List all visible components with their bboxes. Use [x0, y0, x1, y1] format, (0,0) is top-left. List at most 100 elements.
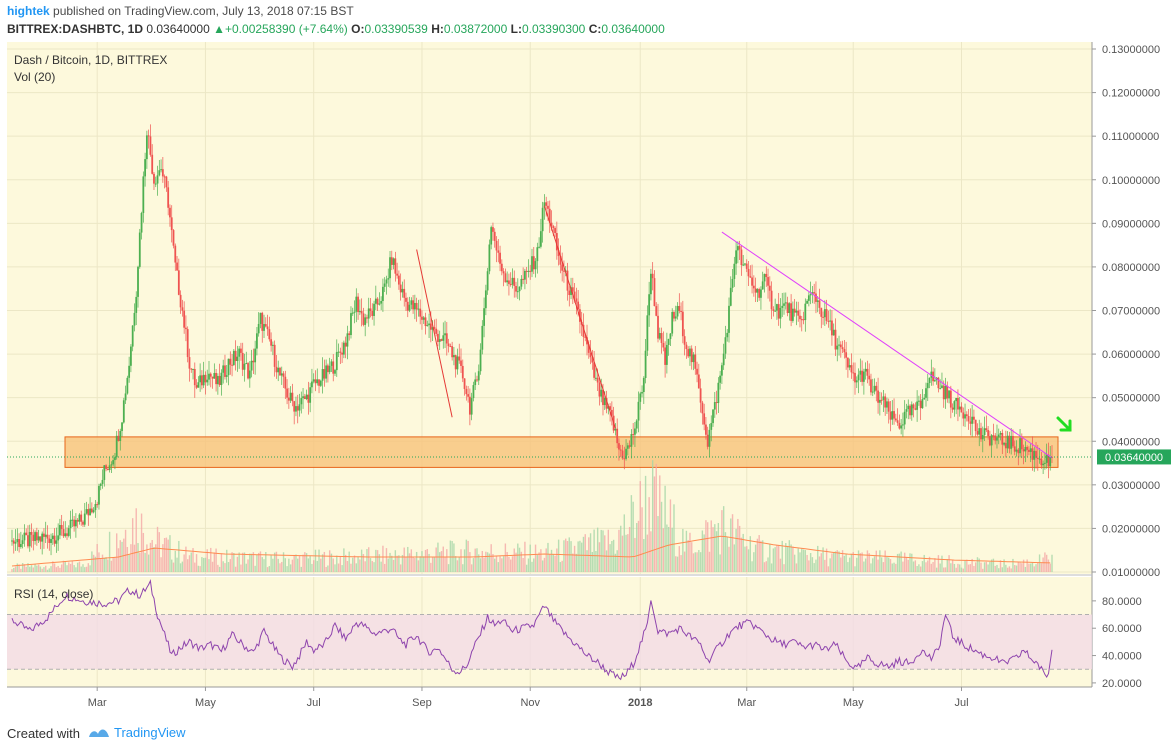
- volume-bar: [231, 552, 233, 572]
- candle-body: [470, 398, 473, 415]
- tradingview-link[interactable]: TradingView: [88, 725, 186, 741]
- candle-body: [740, 249, 743, 266]
- time-axis[interactable]: Mar May Jul Sep Nov 2018 Mar May Jul: [7, 686, 1092, 709]
- volume-bar: [882, 562, 885, 572]
- volume-bar: [417, 560, 420, 572]
- candle-body: [953, 401, 956, 410]
- candle-body: [1024, 446, 1027, 452]
- candle-body: [92, 510, 95, 513]
- candle-body: [51, 535, 54, 540]
- candle-body: [1010, 435, 1013, 449]
- candle-body: [153, 173, 155, 184]
- volume-bar: [999, 560, 1002, 572]
- candle-body: [380, 300, 383, 304]
- candle-body: [128, 365, 131, 378]
- candle-body: [508, 280, 510, 284]
- rsi-tick-label: 60.0000: [1102, 623, 1142, 635]
- volume-bar: [609, 544, 611, 572]
- candle-body: [1017, 449, 1020, 454]
- volume-bar: [131, 518, 134, 572]
- candle-body: [415, 302, 418, 310]
- candle-body: [348, 333, 351, 336]
- candle-body: [557, 250, 560, 257]
- volume-bar: [1003, 559, 1005, 572]
- candle-body: [550, 222, 553, 227]
- volume-bar: [614, 553, 617, 572]
- volume-bar: [1014, 565, 1016, 572]
- candle-body: [346, 333, 349, 347]
- open-value: 0.03390539: [364, 22, 428, 36]
- volume-bar: [105, 557, 107, 572]
- volume-bar: [722, 506, 725, 572]
- chart-canvas[interactable]: 0.13000000 0.12000000 0.11000000 0.10000000…: [0, 42, 1176, 715]
- volume-bar: [1035, 564, 1037, 572]
- candle-body: [712, 409, 714, 424]
- volume-bar: [252, 552, 255, 572]
- volume-bar: [142, 532, 145, 572]
- volume-bar: [439, 552, 441, 572]
- volume-bar: [1019, 562, 1021, 572]
- volume-bar: [1031, 562, 1034, 572]
- candle-body: [385, 279, 388, 284]
- volume-bar: [788, 540, 791, 572]
- trend-lines[interactable]: [416, 205, 1053, 459]
- volume-bar: [540, 549, 542, 572]
- volume-bar: [648, 497, 650, 572]
- candle-body: [518, 286, 521, 292]
- volume-bar: [171, 559, 173, 572]
- candle-body: [456, 356, 459, 370]
- volume-bar: [653, 476, 656, 572]
- volume-bar: [1015, 565, 1018, 572]
- volume-bar: [1001, 567, 1004, 572]
- volume-bar: [907, 559, 909, 572]
- candle-body: [1045, 454, 1048, 463]
- volume-bar: [327, 565, 329, 572]
- candle-body: [648, 294, 651, 316]
- price-pane-background: [7, 42, 1092, 574]
- volume-bar: [735, 528, 737, 572]
- candle-body: [996, 437, 998, 441]
- author-link[interactable]: hightek: [7, 4, 50, 18]
- rsi-axis[interactable]: 80.0000 60.0000 40.0000 20.0000: [1092, 596, 1142, 690]
- volume-bar: [994, 565, 996, 572]
- candle-body: [637, 401, 640, 421]
- volume-bar: [14, 566, 17, 572]
- volume-bar: [873, 556, 876, 572]
- candle-body: [266, 326, 269, 330]
- candle-body: [827, 320, 830, 322]
- volume-bar: [856, 557, 858, 572]
- candle-body: [673, 311, 675, 319]
- candle-body: [192, 369, 194, 371]
- candle-body: [474, 379, 477, 386]
- volume-bar: [857, 550, 860, 572]
- candle-body: [144, 159, 147, 177]
- candle-body: [524, 270, 526, 280]
- time-tick-label: Jul: [307, 697, 321, 709]
- volume-bar: [256, 554, 258, 572]
- candle-body: [174, 245, 177, 263]
- candle-body: [417, 308, 420, 310]
- volume-bar: [357, 556, 359, 572]
- volume-bar: [744, 546, 746, 572]
- volume-bar: [895, 563, 897, 572]
- candle-body: [122, 400, 125, 423]
- price-axis[interactable]: 0.13000000 0.12000000 0.11000000 0.10000000…: [1091, 42, 1160, 687]
- volume-bar: [320, 558, 322, 572]
- trend-line: [543, 205, 616, 429]
- volume-bar: [456, 560, 459, 572]
- volume-bar: [903, 552, 906, 572]
- candle-body: [1042, 463, 1045, 466]
- candle-body: [1006, 435, 1009, 449]
- volume-bar: [368, 547, 370, 572]
- volume-bar: [875, 550, 878, 572]
- volume-bar: [898, 553, 901, 572]
- candle-body: [632, 434, 635, 436]
- volume-bar: [978, 558, 980, 572]
- candle-body: [525, 270, 528, 272]
- volume-bar: [919, 566, 922, 572]
- volume-bar: [536, 554, 539, 572]
- volume-bar: [369, 558, 372, 572]
- volume-bar: [689, 532, 691, 572]
- volume-bar: [763, 562, 766, 572]
- candle-body: [609, 406, 611, 410]
